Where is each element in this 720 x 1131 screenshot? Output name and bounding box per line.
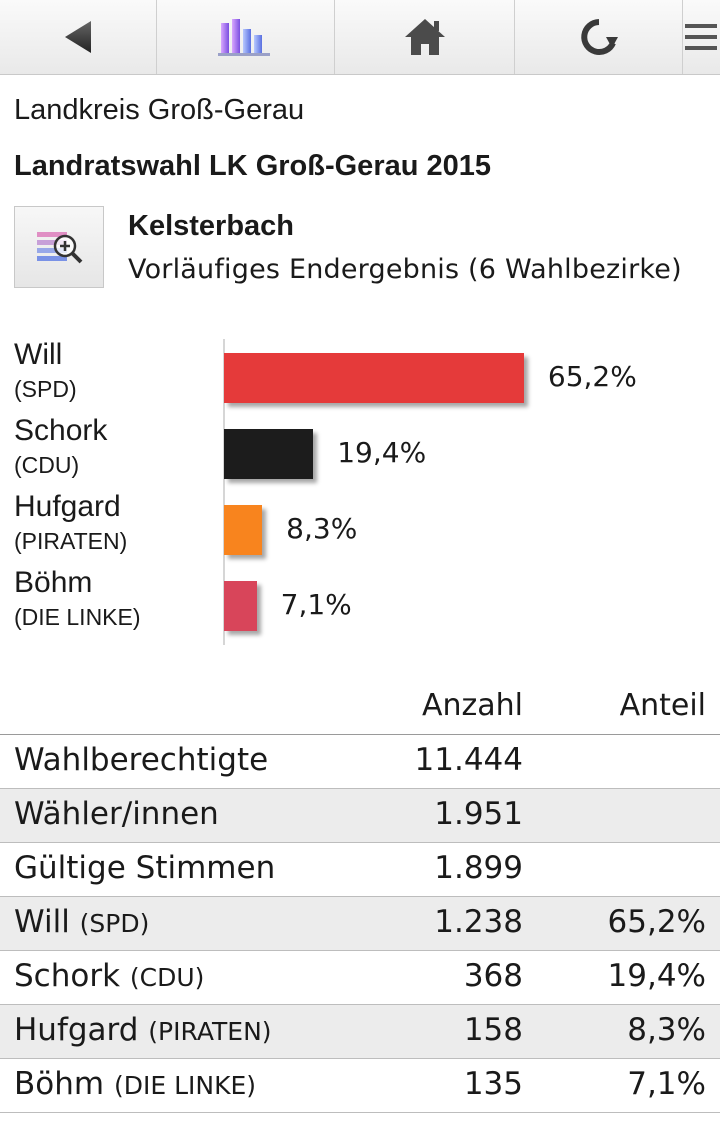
district-search-button[interactable] <box>14 206 104 288</box>
chart-bar-label: 7,1% <box>280 588 352 621</box>
row-label: Böhm <box>14 1066 105 1102</box>
chart-bar <box>224 505 263 555</box>
chart-bar-label: 8,3% <box>286 512 358 545</box>
row-label: Will <box>14 904 70 940</box>
toolbar <box>0 0 720 75</box>
chart-candidate-party: (CDU) <box>14 452 80 478</box>
back-triangle-icon <box>65 21 91 53</box>
row-count: 158 <box>463 1012 523 1048</box>
region-title: Landkreis Groß-Gerau <box>14 94 305 126</box>
row-party: (CDU) <box>129 963 205 992</box>
row-count: 11.444 <box>414 742 523 778</box>
row-party: (SPD) <box>79 909 150 938</box>
chart-bar <box>224 353 524 403</box>
table-header: Anzahl Anteil <box>0 686 720 735</box>
table-row: Hufgard (PIRATEN) 158 8,3% <box>0 1005 720 1059</box>
chart-candidate-party: (SPD) <box>14 376 77 402</box>
home-icon <box>404 19 445 55</box>
row-share: 19,4% <box>607 958 706 994</box>
row-count: 135 <box>463 1066 523 1102</box>
row-label: Wähler/innen <box>14 796 219 832</box>
row-party: (PIRATEN) <box>148 1017 272 1046</box>
chart-candidate-party: (DIE LINKE) <box>14 604 141 630</box>
column-header-share: Anteil <box>619 688 706 723</box>
column-header-count: Anzahl <box>421 688 523 723</box>
results-table: Anzahl Anteil Wahlberechtigte 11.444 Wäh… <box>0 686 720 1113</box>
row-share: 65,2% <box>607 904 706 940</box>
table-row: Wähler/innen 1.951 <box>0 789 720 843</box>
election-title: Landratswahl LK Groß-Gerau 2015 <box>14 150 492 182</box>
chart-candidate-name: Schork <box>14 414 108 447</box>
bar-chart-icon <box>217 19 270 56</box>
table-row: Wahlberechtigte 11.444 <box>0 735 720 789</box>
results-bar-chart: Will (SPD) 65,2% Schork (CDU) 19,4% Hufg… <box>0 335 720 650</box>
municipality-name: Kelsterbach <box>128 210 295 242</box>
chart-candidate-name: Hufgard <box>14 490 121 523</box>
result-status: Vorläufiges Endergebnis (6 Wahlbezirke) <box>128 254 682 285</box>
table-row: Schork (CDU) 368 19,4% <box>0 951 720 1005</box>
refresh-icon <box>580 19 618 55</box>
chart-bar <box>224 581 257 631</box>
row-share: 7,1% <box>627 1066 706 1102</box>
row-label: Gültige Stimmen <box>14 850 276 886</box>
menu-icon <box>685 24 717 50</box>
chart-candidate-name: Will <box>14 338 63 371</box>
row-label: Schork <box>14 958 121 994</box>
row-label: Wahlberechtigte <box>14 742 269 778</box>
chart-view-button[interactable] <box>157 0 335 74</box>
row-label: Hufgard <box>14 1012 139 1048</box>
table-row: Böhm (DIE LINKE) 135 7,1% <box>0 1059 720 1113</box>
chart-candidate-name: Böhm <box>14 566 93 599</box>
chart-candidate-party: (PIRATEN) <box>14 528 128 554</box>
row-party: (DIE LINKE) <box>113 1071 257 1100</box>
menu-button[interactable] <box>683 0 720 74</box>
chart-bar-label: 19,4% <box>337 436 427 469</box>
list-magnifier-icon <box>37 232 83 264</box>
chart-bar-label: 65,2% <box>547 360 637 393</box>
row-count: 1.238 <box>434 904 523 940</box>
row-count: 1.899 <box>434 850 523 886</box>
row-count: 1.951 <box>434 796 523 832</box>
home-button[interactable] <box>335 0 515 74</box>
table-row: Will (SPD) 1.238 65,2% <box>0 897 720 951</box>
table-row: Gültige Stimmen 1.899 <box>0 843 720 897</box>
chart-bar <box>224 429 314 479</box>
refresh-button[interactable] <box>515 0 683 74</box>
row-share: 8,3% <box>627 1012 706 1048</box>
back-button[interactable] <box>0 0 157 74</box>
row-count: 368 <box>463 958 523 994</box>
chart-axis <box>223 339 225 645</box>
